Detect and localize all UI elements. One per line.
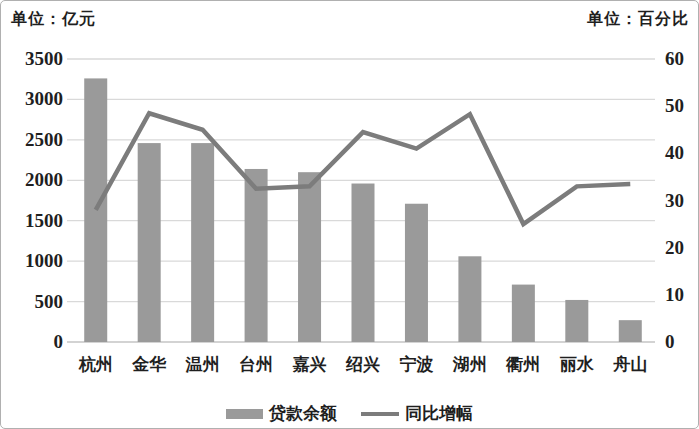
left-axis-tick: 3500 [1,50,63,68]
bar [619,320,642,342]
legend-item-yoy-growth: 同比增幅 [361,402,473,425]
bar [84,78,107,342]
legend-label: 贷款余额 [269,402,337,425]
x-axis-label: 衢州 [496,353,550,376]
legend-label: 同比增幅 [405,402,473,425]
bar [405,204,428,342]
left-axis-tick: 0 [1,333,63,351]
right-axis-tick: 20 [665,239,699,257]
legend-line-swatch-icon [361,412,399,416]
x-axis-label: 温州 [176,353,230,376]
x-axis-label: 宁波 [389,353,443,376]
left-axis-tick: 1000 [1,252,63,270]
bar [458,256,481,342]
right-axis-tick: 10 [665,286,699,304]
bar [245,169,268,342]
legend: 贷款余额 同比增幅 [1,402,698,425]
legend-item-loan-balance: 贷款余额 [226,402,337,425]
left-axis-tick: 500 [1,293,63,311]
right-axis-tick: 50 [665,97,699,115]
x-axis-label: 丽水 [550,353,604,376]
x-axis-label: 湖州 [443,353,497,376]
x-axis-label: 金华 [122,353,176,376]
right-axis-tick: 60 [665,50,699,68]
chart-container: 单位：亿元 单位：百分比 350030002500200015001000500… [0,0,699,429]
bar [352,184,375,342]
x-axis-label: 绍兴 [336,353,390,376]
bar [138,143,161,342]
left-axis-tick: 1500 [1,212,63,230]
bar [191,143,214,342]
x-axis-label: 舟山 [603,353,657,376]
left-axis-tick: 3000 [1,90,63,108]
x-axis-label: 嘉兴 [283,353,337,376]
bar [298,172,321,342]
bar [565,300,588,342]
legend-bar-swatch-icon [226,409,263,419]
left-axis-tick: 2000 [1,171,63,189]
left-axis-tick: 2500 [1,131,63,149]
bar [512,285,535,342]
right-axis-tick: 0 [665,333,699,351]
right-axis-tick: 40 [665,144,699,162]
x-axis-label: 台州 [229,353,283,376]
right-axis-tick: 30 [665,192,699,210]
x-axis-label: 杭州 [69,353,123,376]
